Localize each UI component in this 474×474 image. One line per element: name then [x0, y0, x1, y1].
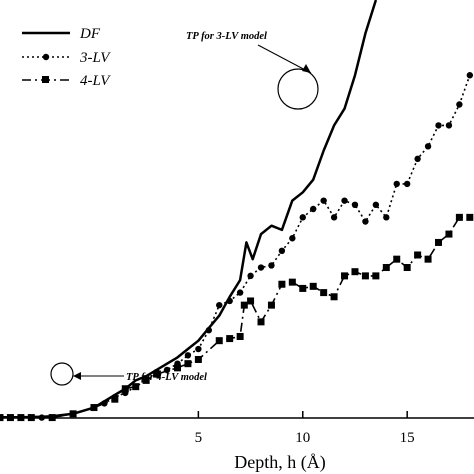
point-4lv-32	[382, 264, 390, 272]
x-tick-label-15: 15	[400, 430, 415, 446]
axes: 5 10 15 Depth, h (Å)	[0, 411, 474, 473]
point-3lv-37	[403, 180, 411, 188]
point-4lv-6	[90, 404, 98, 412]
series-layer	[0, 0, 474, 422]
point-4lv-37	[435, 238, 443, 246]
point-3lv-31	[341, 197, 348, 204]
tp-4lv-circle	[50, 362, 74, 386]
point-3lv-26	[289, 235, 296, 242]
tp-3lv-pointer	[257, 44, 312, 74]
point-4lv-5	[69, 410, 77, 418]
point-3lv-8	[101, 400, 108, 407]
point-4lv-18	[240, 301, 248, 309]
point-4lv-30	[361, 272, 369, 280]
point-4lv-40	[466, 213, 474, 221]
point-3lv-22	[247, 272, 254, 280]
point-4lv-13	[184, 360, 192, 368]
point-4lv-8	[121, 385, 129, 393]
legend-label-4lv: 4-LV	[80, 73, 111, 89]
tp-3lv-arrowhead	[302, 64, 311, 73]
x-axis-title: Depth, h (Å)	[234, 452, 325, 473]
point-4lv-12	[173, 364, 181, 372]
legend-label-df: DF	[79, 26, 101, 42]
point-3lv-23	[257, 264, 265, 271]
point-3lv-29	[320, 197, 327, 204]
point-3lv-18	[205, 327, 213, 334]
series-line-df	[0, 0, 378, 419]
point-4lv-14	[194, 355, 202, 363]
tp-4lv-arrowhead	[73, 372, 81, 380]
legend-label-3lv: 3-LV	[79, 50, 111, 66]
point-4lv-16	[226, 335, 234, 343]
point-3lv-27	[299, 214, 306, 221]
point-4lv-29	[351, 268, 359, 276]
point-3lv-24	[268, 262, 275, 269]
point-3lv-17	[195, 345, 202, 353]
point-3lv-43	[466, 72, 474, 79]
point-4lv-15	[215, 337, 223, 345]
point-3lv-35	[383, 214, 390, 221]
point-3lv-39	[424, 143, 432, 150]
point-4lv-33	[393, 255, 401, 263]
x-ticks: 5 10 15	[195, 411, 415, 446]
point-4lv-38	[445, 230, 453, 238]
point-4lv-23	[288, 278, 296, 286]
point-4lv-25	[309, 282, 317, 290]
point-4lv-27	[330, 293, 338, 301]
x-tick-label-10: 10	[295, 430, 310, 446]
point-3lv-34	[372, 201, 380, 209]
point-4lv-22	[278, 280, 286, 288]
point-4lv-20	[257, 318, 265, 326]
point-4lv-31	[372, 272, 380, 280]
point-3lv-38	[414, 155, 421, 163]
point-4lv-35	[414, 251, 422, 259]
point-3lv-19	[216, 301, 223, 309]
point-3lv-25	[278, 247, 286, 254]
annotations: TP for 3-LV model TP for 4-LV model	[50, 31, 319, 386]
tp-3lv-circle	[277, 68, 319, 110]
tp-3lv-label: TP for 3-LV model	[186, 31, 267, 42]
point-4lv-10	[142, 376, 150, 384]
tp-4lv-label: TP for 4-LV model	[126, 372, 207, 383]
legend: DF 3-LV 4-LV	[22, 26, 111, 89]
point-3lv-41	[445, 122, 453, 129]
point-4lv-17	[236, 332, 244, 340]
legend-marker-3lv	[42, 53, 50, 61]
point-4lv-36	[424, 255, 432, 263]
point-3lv-42	[456, 101, 463, 108]
point-4lv-26	[320, 289, 328, 297]
point-3lv-20	[226, 297, 233, 305]
point-3lv-30	[330, 214, 338, 221]
point-3lv-33	[362, 218, 369, 225]
point-4lv-34	[403, 264, 411, 272]
point-4lv-7	[111, 395, 119, 403]
x-tick-label-5: 5	[195, 430, 203, 446]
point-3lv-36	[393, 180, 400, 188]
point-4lv-28	[341, 272, 349, 280]
point-4lv-11	[153, 370, 161, 378]
point-3lv-40	[435, 122, 442, 129]
point-4lv-24	[299, 284, 307, 292]
legend-marker-4lv	[42, 76, 49, 83]
series-line-4lv	[0, 216, 470, 419]
point-4lv-19	[247, 297, 255, 305]
point-3lv-21	[236, 289, 244, 296]
point-3lv-32	[351, 201, 359, 209]
point-4lv-39	[455, 213, 463, 221]
point-4lv-21	[267, 301, 275, 309]
point-3lv-16	[184, 352, 192, 359]
point-3lv-28	[310, 205, 317, 213]
point-4lv-9	[132, 383, 140, 391]
